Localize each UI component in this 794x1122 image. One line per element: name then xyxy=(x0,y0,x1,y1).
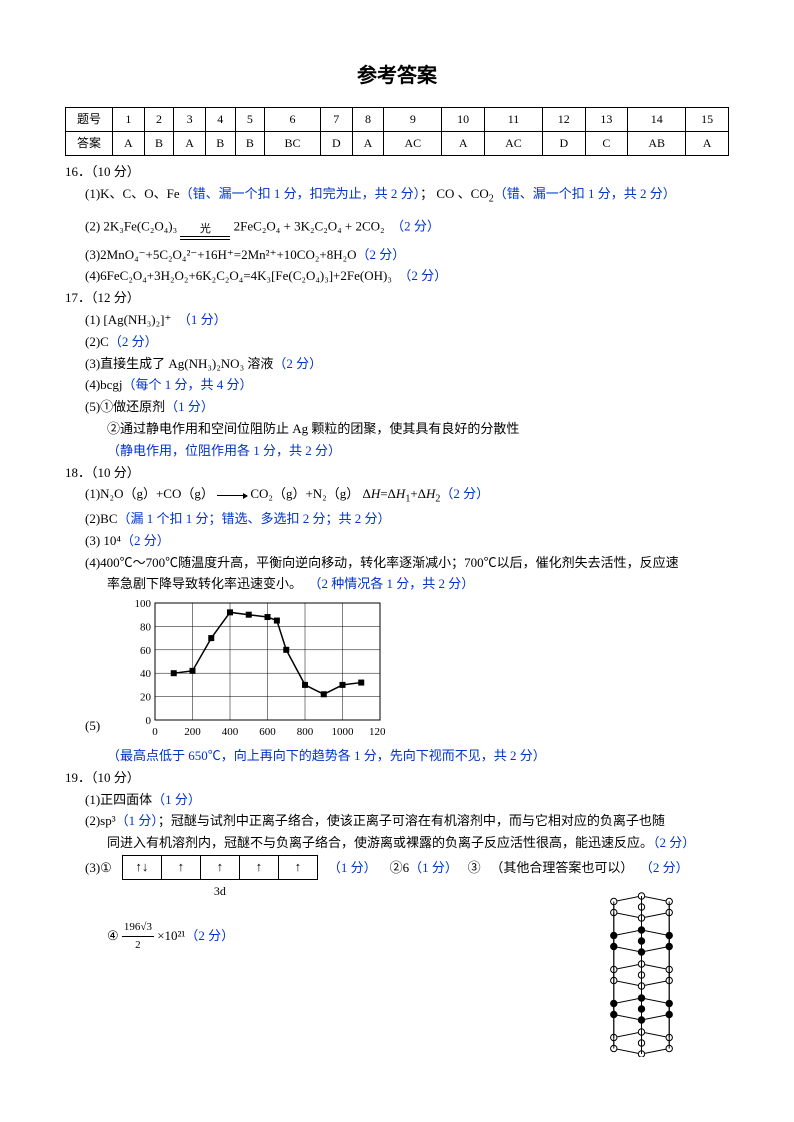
svg-text:800: 800 xyxy=(297,726,314,738)
svg-text:1000: 1000 xyxy=(332,726,355,738)
page-title: 参考答案 xyxy=(65,60,729,92)
q16-1: (1)K、C、O、Fe（错、漏一个扣 1 分，扣完为止，共 2 分）； CO 、… xyxy=(65,184,729,208)
svg-text:600: 600 xyxy=(259,726,276,738)
q19-2b: 同进入有机溶剂内，冠醚不与负离子络合，使游离或裸露的负离子反应活性很高，能迅速反… xyxy=(65,833,729,854)
q18-1: (1)N₂O（g）+CO（g） CO₂（g）+N₂（g） ΔH=ΔH1+ΔH2（… xyxy=(65,484,729,508)
q16-4: (4)6FeC₂O₄+3H₂O₂+6K₂C₂O₄=4K₃[Fe(C₂O₄)₃]+… xyxy=(65,266,729,287)
svg-text:20: 20 xyxy=(140,692,152,704)
q18-header: 18．（10 分） xyxy=(65,463,729,484)
conversion-chart: 020406080100020040060080010001200 xyxy=(125,598,385,745)
header-label: 题号 xyxy=(66,108,113,132)
q17-1: (1) [Ag(NH₃)₂]⁺ （1 分） xyxy=(65,310,729,331)
q18-4a: (4)400℃～700℃随温度升高，平衡向逆向移动，转化率逐渐减小；700℃以后… xyxy=(65,553,729,574)
q18-2: (2)BC（漏 1 个扣 1 分；错选、多选扣 2 分；共 2 分） xyxy=(65,509,729,530)
q17-header: 17．（12 分） xyxy=(65,288,729,309)
svg-text:40: 40 xyxy=(140,668,152,680)
q17-2: (2)C（2 分） xyxy=(65,332,729,353)
table-row-header: 题号 1 2 3 4 5 6 7 8 9 10 11 12 13 14 15 xyxy=(66,108,729,132)
q18-5-label: (5) xyxy=(65,716,100,745)
q16-header: 16．（10 分） xyxy=(65,162,729,183)
crystal-structure-icon xyxy=(594,892,689,1064)
q17-5c: （静电作用，位阻作用各 1 分，共 2 分） xyxy=(65,441,729,462)
q18-4b: 率急剧下降导致转化率迅速变小。 （2 种情况各 1 分，共 2 分） xyxy=(65,574,729,595)
q17-4: (4)bcgj（每个 1 分，共 4 分） xyxy=(65,375,729,396)
q16-3: (3)2MnO₄⁻+5C₂O₄²⁻+16H⁺=2Mn²⁺+10CO₂+8H₂O（… xyxy=(65,245,729,266)
q18-5-note: （最高点低于 650℃，向上再向下的趋势各 1 分，先向下视而不见，共 2 分） xyxy=(65,746,729,767)
answer-table: 题号 1 2 3 4 5 6 7 8 9 10 11 12 13 14 15 答… xyxy=(65,107,729,156)
row-label: 答案 xyxy=(66,132,113,156)
q19-header: 19．（10 分） xyxy=(65,768,729,789)
svg-text:200: 200 xyxy=(184,726,201,738)
svg-text:0: 0 xyxy=(152,726,158,738)
svg-text:60: 60 xyxy=(140,645,152,657)
table-row-answers: 答案 A B A B B BC D A AC A AC D C AB A xyxy=(66,132,729,156)
orbital-diagram: ↑↓ ↑ ↑ ↑ ↑ xyxy=(122,855,318,880)
q17-5a: (5)①做还原剂（1 分） xyxy=(65,397,729,418)
svg-text:0: 0 xyxy=(146,715,152,727)
svg-text:400: 400 xyxy=(222,726,239,738)
q16-2: (2) 2K₃Fe(C₂O₄)₃ 光 2FeC₂O₄ + 3K₂C₂O₄ + 2… xyxy=(65,214,729,241)
q18-3: (3) 10⁴（2 分） xyxy=(65,531,729,552)
svg-text:100: 100 xyxy=(135,598,152,610)
q17-5b: ②通过静电作用和空间位阻防止 Ag 颗粒的团聚，使其具有良好的分散性 xyxy=(65,419,729,440)
svg-text:80: 80 xyxy=(140,622,152,634)
q17-3: (3)直接生成了 Ag(NH₃)₂NO₃ 溶液（2 分） xyxy=(65,354,729,375)
q19-1: (1)正四面体（1 分） xyxy=(65,790,729,811)
svg-text:1200: 1200 xyxy=(369,726,385,738)
q19-2a: (2)sp³（1 分）；冠醚与试剂中正离子络合，使该正离子可溶在有机溶剂中，而与… xyxy=(65,811,729,832)
